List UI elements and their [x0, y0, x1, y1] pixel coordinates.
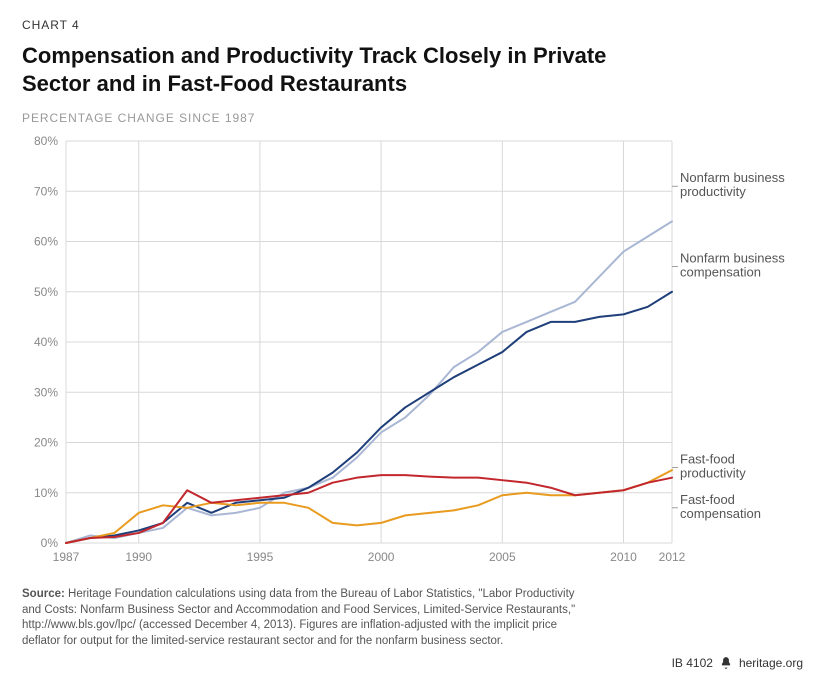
svg-text:40%: 40%	[34, 335, 58, 349]
series-label-fastfood_productivity: productivity	[680, 466, 746, 481]
svg-text:2012: 2012	[659, 550, 686, 564]
svg-text:0%: 0%	[41, 536, 59, 550]
svg-text:2005: 2005	[489, 550, 516, 564]
svg-text:1990: 1990	[125, 550, 152, 564]
chart-subtitle: PERCENTAGE CHANGE SINCE 1987	[22, 111, 803, 125]
series-label-nonfarm_productivity: productivity	[680, 184, 746, 199]
site-link: heritage.org	[739, 656, 803, 670]
series-label-nonfarm_compensation: compensation	[680, 265, 761, 280]
series-nonfarm_compensation	[66, 292, 672, 543]
source-prefix: Source:	[22, 588, 65, 600]
page-title: Compensation and Productivity Track Clos…	[22, 42, 662, 97]
ib-code: IB 4102	[672, 656, 713, 670]
series-fastfood_productivity	[66, 470, 672, 543]
series-label-nonfarm_compensation: Nonfarm business	[680, 251, 785, 266]
svg-text:20%: 20%	[34, 436, 58, 450]
footer-right: IB 4102 heritage.org	[672, 656, 803, 670]
svg-text:70%: 70%	[34, 184, 58, 198]
svg-text:2000: 2000	[368, 550, 395, 564]
series-label-nonfarm_productivity: Nonfarm business	[680, 170, 785, 185]
chart-number: CHART 4	[22, 18, 803, 32]
bell-icon	[719, 656, 733, 670]
svg-text:2010: 2010	[610, 550, 637, 564]
series-label-fastfood_compensation: compensation	[680, 506, 761, 521]
series-label-fastfood_compensation: Fast-food	[680, 492, 735, 507]
svg-text:60%: 60%	[34, 235, 58, 249]
source-note: Source: Heritage Foundation calculations…	[22, 587, 582, 649]
svg-text:1995: 1995	[247, 550, 274, 564]
source-text: Heritage Foundation calculations using d…	[22, 588, 575, 647]
svg-text:80%: 80%	[34, 134, 58, 148]
svg-text:10%: 10%	[34, 486, 58, 500]
line-chart: 0% 10% 20% 30% 40% 50% 60% 70% 80% 1987 1990 1995 20…	[22, 133, 802, 573]
svg-text:30%: 30%	[34, 385, 58, 399]
series-label-fastfood_productivity: Fast-food	[680, 452, 735, 467]
svg-text:50%: 50%	[34, 285, 58, 299]
series-fastfood_compensation	[66, 475, 672, 543]
svg-text:1987: 1987	[53, 550, 80, 564]
